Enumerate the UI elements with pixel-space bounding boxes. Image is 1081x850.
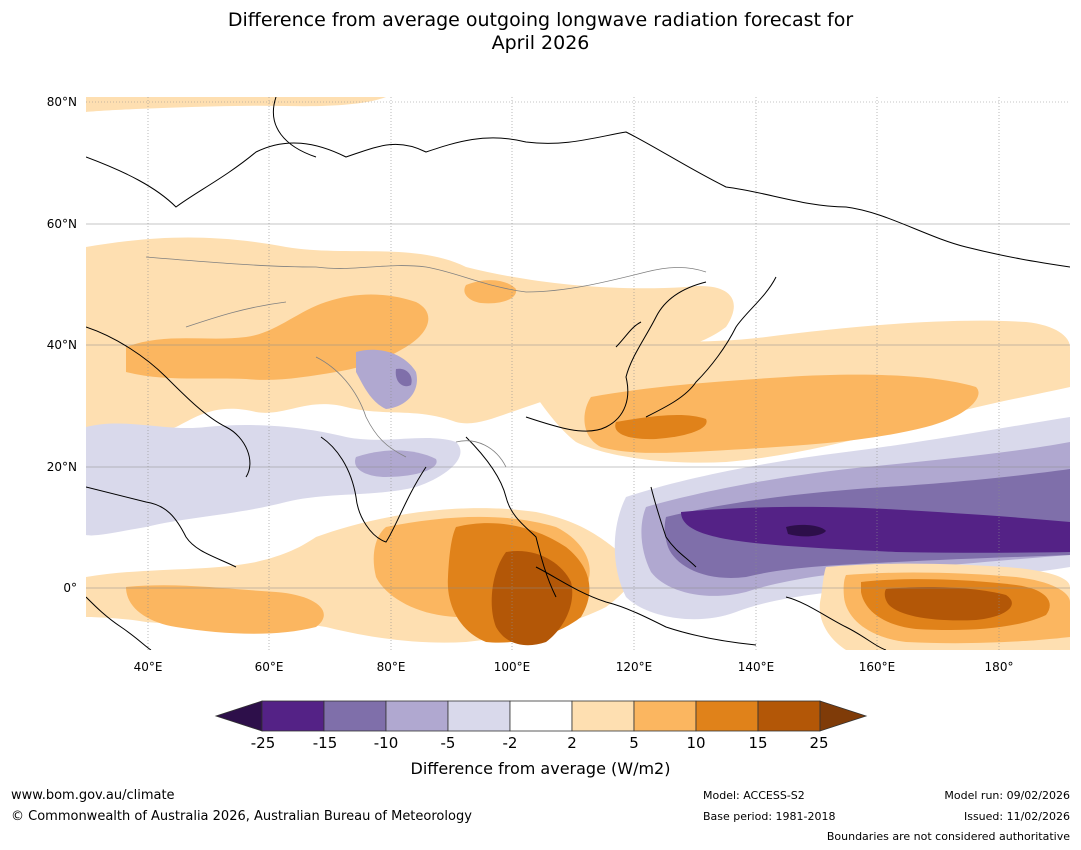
colorbar-tick-7: 10 xyxy=(686,734,706,752)
colorbar-tick-0: -25 xyxy=(250,734,276,752)
lon-label-80e: 80°E xyxy=(376,660,406,674)
footer-base-period: Base period: 1981-2018 xyxy=(703,810,836,823)
anomaly-region-central-asia-orange xyxy=(126,294,429,380)
colorbar-swatch-6 xyxy=(571,700,635,732)
lon-label-140e: 140°E xyxy=(737,660,775,674)
lon-label-60e: 60°E xyxy=(254,660,284,674)
colorbar-swatch-7 xyxy=(633,700,697,732)
colorbar-swatch-1 xyxy=(261,700,325,732)
colorbar-tick-9: 25 xyxy=(809,734,829,752)
lon-label-120e: 120°E xyxy=(615,660,653,674)
colorbar-tick-6: 5 xyxy=(629,734,639,752)
colorbar-swatch-5 xyxy=(509,700,573,732)
anomaly-region-tibet-dark xyxy=(395,368,412,387)
colorbar-tick-8: 15 xyxy=(748,734,768,752)
colorbar-swatch-3 xyxy=(385,700,449,732)
footer-url[interactable]: www.bom.gov.au/climate xyxy=(11,788,175,803)
lat-label-80n: 80°N xyxy=(46,95,77,109)
colorbar-swatch-8 xyxy=(695,700,759,732)
anomaly-region-tibet-purple xyxy=(356,349,417,409)
footer-issued: Issued: 11/02/2026 xyxy=(963,810,1070,823)
colorbar-tick-5: 2 xyxy=(567,734,577,752)
chart-title: Difference from average outgoing longwav… xyxy=(0,9,1081,55)
lat-label-0: 0° xyxy=(63,581,77,595)
anomaly-region-mongolia-orange xyxy=(464,280,517,304)
colorbar-label: Difference from average (W/m2) xyxy=(410,759,671,778)
graticule xyxy=(86,97,1070,650)
footer-copyright: © Commonwealth of Australia 2026, Austra… xyxy=(11,809,472,824)
anomaly-region-north-pacific-dark xyxy=(615,415,707,440)
footer-model: Model: ACCESS-S2 xyxy=(703,789,805,802)
country-borders xyxy=(145,256,707,468)
colorbar-tick-1: -15 xyxy=(312,734,338,752)
olr-anomaly-map xyxy=(86,97,1070,650)
colorbar-swatch-2 xyxy=(323,700,387,732)
lat-label-20n: 20°N xyxy=(46,460,77,474)
lon-label-160e: 160°E xyxy=(858,660,896,674)
lon-label-100e: 100°E xyxy=(493,660,531,674)
chart-title-line1: Difference from average outgoing longwav… xyxy=(227,9,854,31)
colorbar-extend-high xyxy=(819,700,868,732)
colorbar-tick-4: -2 xyxy=(502,734,518,752)
lat-label-40n: 40°N xyxy=(46,338,77,352)
colorbar-tick-2: -10 xyxy=(373,734,399,752)
colorbar-swatch-9 xyxy=(757,700,821,732)
anomaly-region-west-indian-orange xyxy=(126,585,324,634)
colorbar-tick-3: -5 xyxy=(440,734,456,752)
anomaly-region-west-pacific-strong xyxy=(681,506,1070,553)
chart-title-line2: April 2026 xyxy=(491,32,590,54)
lat-label-60n: 60°N xyxy=(46,217,77,231)
colorbar-swatch-4 xyxy=(447,700,511,732)
anomaly-region-central-pacific-deep xyxy=(884,587,1012,621)
anomaly-region-india-lavender xyxy=(355,450,437,477)
footer-disclaimer: Boundaries are not considered authoritat… xyxy=(826,830,1070,843)
anomaly-region-west-pacific-extreme xyxy=(786,524,826,537)
colorbar xyxy=(214,700,868,732)
lon-label-180: 180° xyxy=(984,660,1014,674)
anomaly-region-arctic-light xyxy=(86,97,386,112)
lon-label-40e: 40°E xyxy=(133,660,163,674)
colorbar-extend-low xyxy=(214,700,263,732)
footer-model-run: Model run: 09/02/2026 xyxy=(944,789,1070,802)
anomaly-region-arabia-lavender xyxy=(86,423,461,536)
coastlines xyxy=(86,97,1070,650)
